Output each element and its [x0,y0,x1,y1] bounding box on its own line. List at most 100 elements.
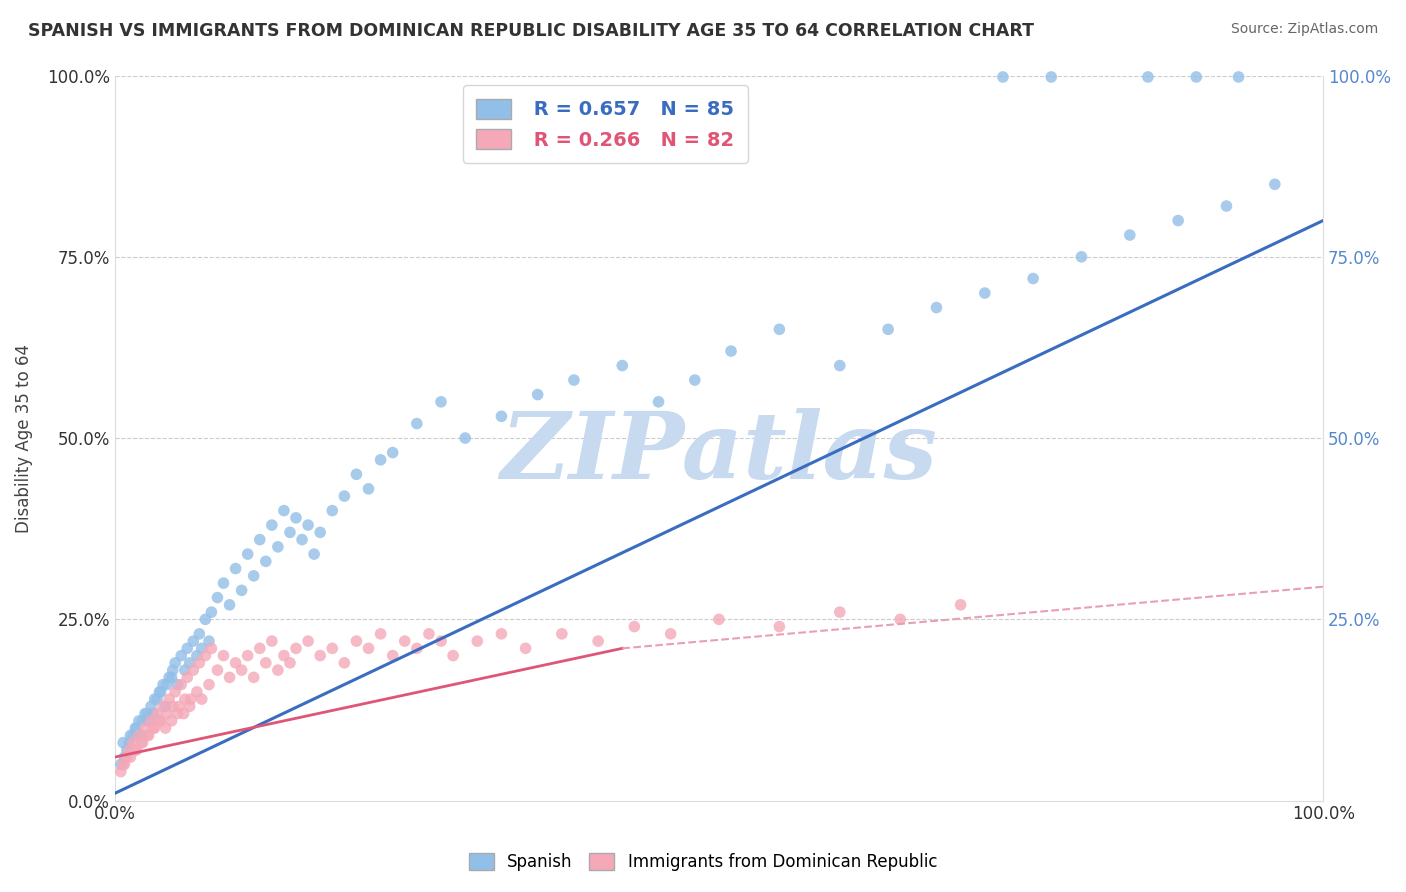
Point [176,641,198,656]
Point [194,648,217,663]
Point [491,627,513,641]
Point [156,706,179,721]
Point [405,641,427,656]
Point [381,445,404,459]
Point [321,503,343,517]
Point [167,699,190,714]
Point [207,663,229,677]
Point [1119,227,1142,242]
Point [212,648,235,663]
Point [160,670,183,684]
Point [491,409,513,424]
Point [612,359,634,373]
Point [218,598,240,612]
Point [118,736,141,750]
Point [131,728,153,742]
Point [131,714,153,728]
Point [166,706,188,721]
Point [889,612,911,626]
Point [1040,70,1063,84]
Point [128,728,150,742]
Point [120,750,142,764]
Point [134,721,156,735]
Point [162,699,184,714]
Point [1227,70,1250,84]
Point [173,706,195,721]
Point [125,721,148,735]
Point [242,670,264,684]
Point [225,656,247,670]
Text: Source: ZipAtlas.com: Source: ZipAtlas.com [1230,22,1378,37]
Point [231,663,253,677]
Point [333,489,356,503]
Point [441,648,464,663]
Point [357,482,380,496]
Point [278,525,301,540]
Point [309,648,332,663]
Point [138,714,160,728]
Point [139,714,162,728]
Point [225,561,247,575]
Point [186,648,208,663]
Point [136,706,159,721]
Point [112,736,135,750]
Point [357,641,380,656]
Point [973,286,995,301]
Point [134,706,156,721]
Point [267,663,290,677]
Point [236,547,259,561]
Point [454,431,477,445]
Point [707,612,730,626]
Point [157,692,180,706]
Point [181,634,204,648]
Point [194,612,217,626]
Point [285,641,308,656]
Point [346,634,368,648]
Point [139,699,162,714]
Point [309,525,332,540]
Point [190,641,212,656]
Point [278,656,301,670]
Point [1167,213,1189,227]
Point [236,648,259,663]
Point [1185,70,1208,84]
Point [112,757,135,772]
Point [1215,199,1237,213]
Point [260,518,283,533]
Point [198,677,221,691]
Point [146,692,169,706]
Point [118,743,141,757]
Point [188,656,211,670]
Point [291,533,314,547]
Point [249,533,271,547]
Point [142,706,165,721]
Point [148,685,170,699]
Point [333,656,356,670]
Point [110,757,132,772]
Point [285,511,308,525]
Point [122,728,145,742]
Point [157,670,180,684]
Point [526,387,548,401]
Point [249,641,271,656]
Point [430,634,453,648]
Point [515,641,537,656]
Point [125,743,148,757]
Point [991,70,1014,84]
Point [176,670,198,684]
Point [828,359,851,373]
Point [828,605,851,619]
Point [124,721,146,735]
Point [149,685,172,699]
Point [146,706,169,721]
Point [1264,178,1286,192]
Point [160,714,183,728]
Point [394,634,416,648]
Point [949,598,972,612]
Text: SPANISH VS IMMIGRANTS FROM DOMINICAN REPUBLIC DISABILITY AGE 35 TO 64 CORRELATIO: SPANISH VS IMMIGRANTS FROM DOMINICAN REP… [28,22,1035,40]
Point [143,692,166,706]
Point [586,634,609,648]
Point [124,743,146,757]
Point [188,627,211,641]
Point [207,591,229,605]
